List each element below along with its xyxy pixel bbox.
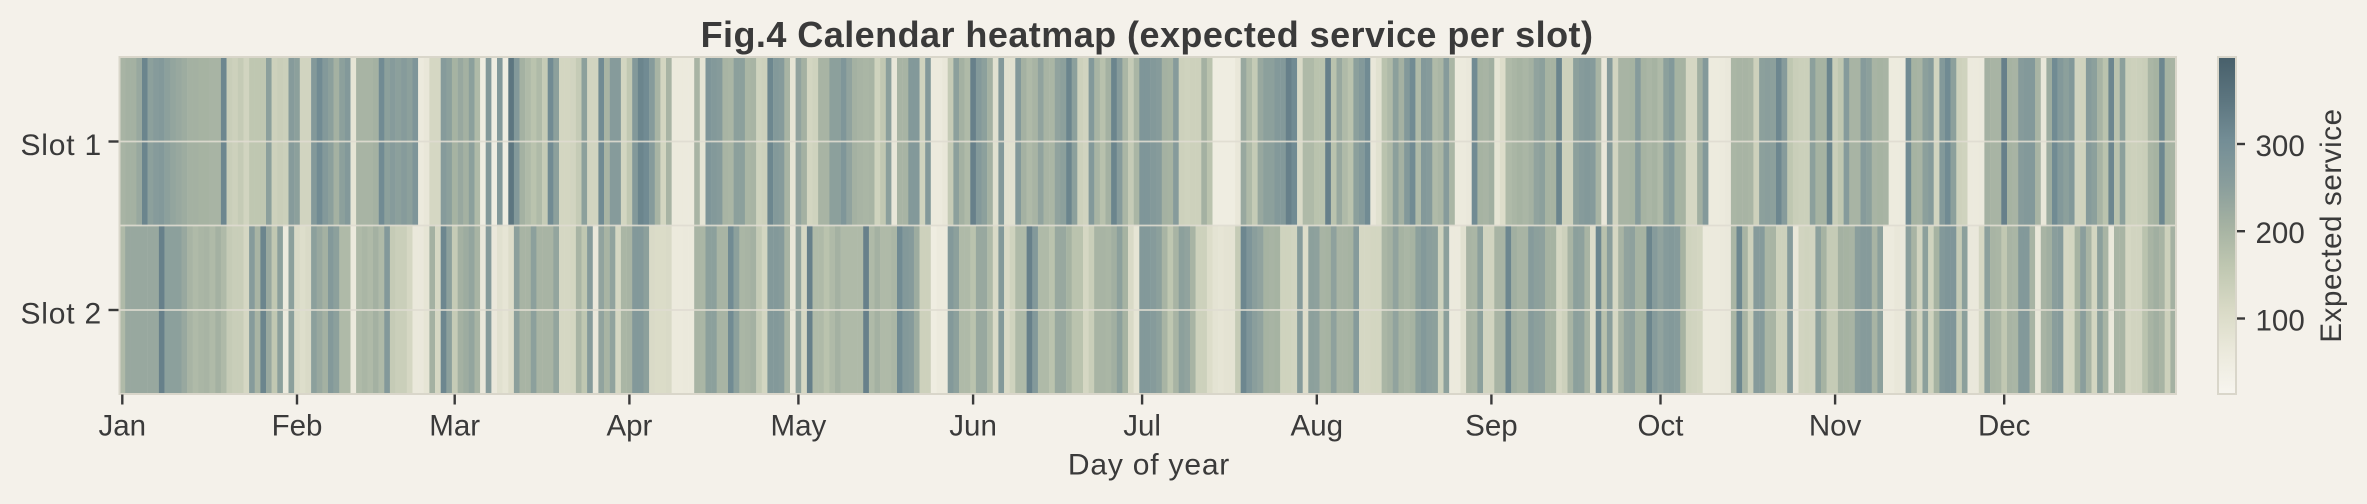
- svg-text:Apr: Apr: [606, 410, 652, 443]
- svg-text:Jun: Jun: [949, 410, 997, 443]
- svg-text:May: May: [771, 410, 827, 443]
- svg-text:300: 300: [2256, 130, 2305, 163]
- svg-text:Expected service: Expected service: [2315, 108, 2348, 342]
- svg-text:Jan: Jan: [99, 410, 147, 443]
- svg-text:Fig.4 Calendar heatmap (expect: Fig.4 Calendar heatmap (expected service…: [701, 14, 1594, 55]
- svg-text:100: 100: [2256, 304, 2305, 337]
- svg-text:Day of year: Day of year: [1068, 449, 1230, 482]
- svg-text:Feb: Feb: [272, 410, 323, 443]
- svg-text:Mar: Mar: [429, 410, 480, 443]
- svg-text:200: 200: [2256, 217, 2305, 250]
- svg-text:Aug: Aug: [1291, 410, 1344, 443]
- svg-text:Nov: Nov: [1809, 410, 1862, 443]
- svg-text:Dec: Dec: [1978, 410, 2030, 443]
- svg-text:Slot 2: Slot 2: [20, 297, 102, 330]
- svg-text:Jul: Jul: [1123, 410, 1161, 443]
- svg-text:Sep: Sep: [1465, 410, 1518, 443]
- svg-text:Slot 1: Slot 1: [20, 129, 102, 162]
- svg-text:Oct: Oct: [1638, 410, 1684, 443]
